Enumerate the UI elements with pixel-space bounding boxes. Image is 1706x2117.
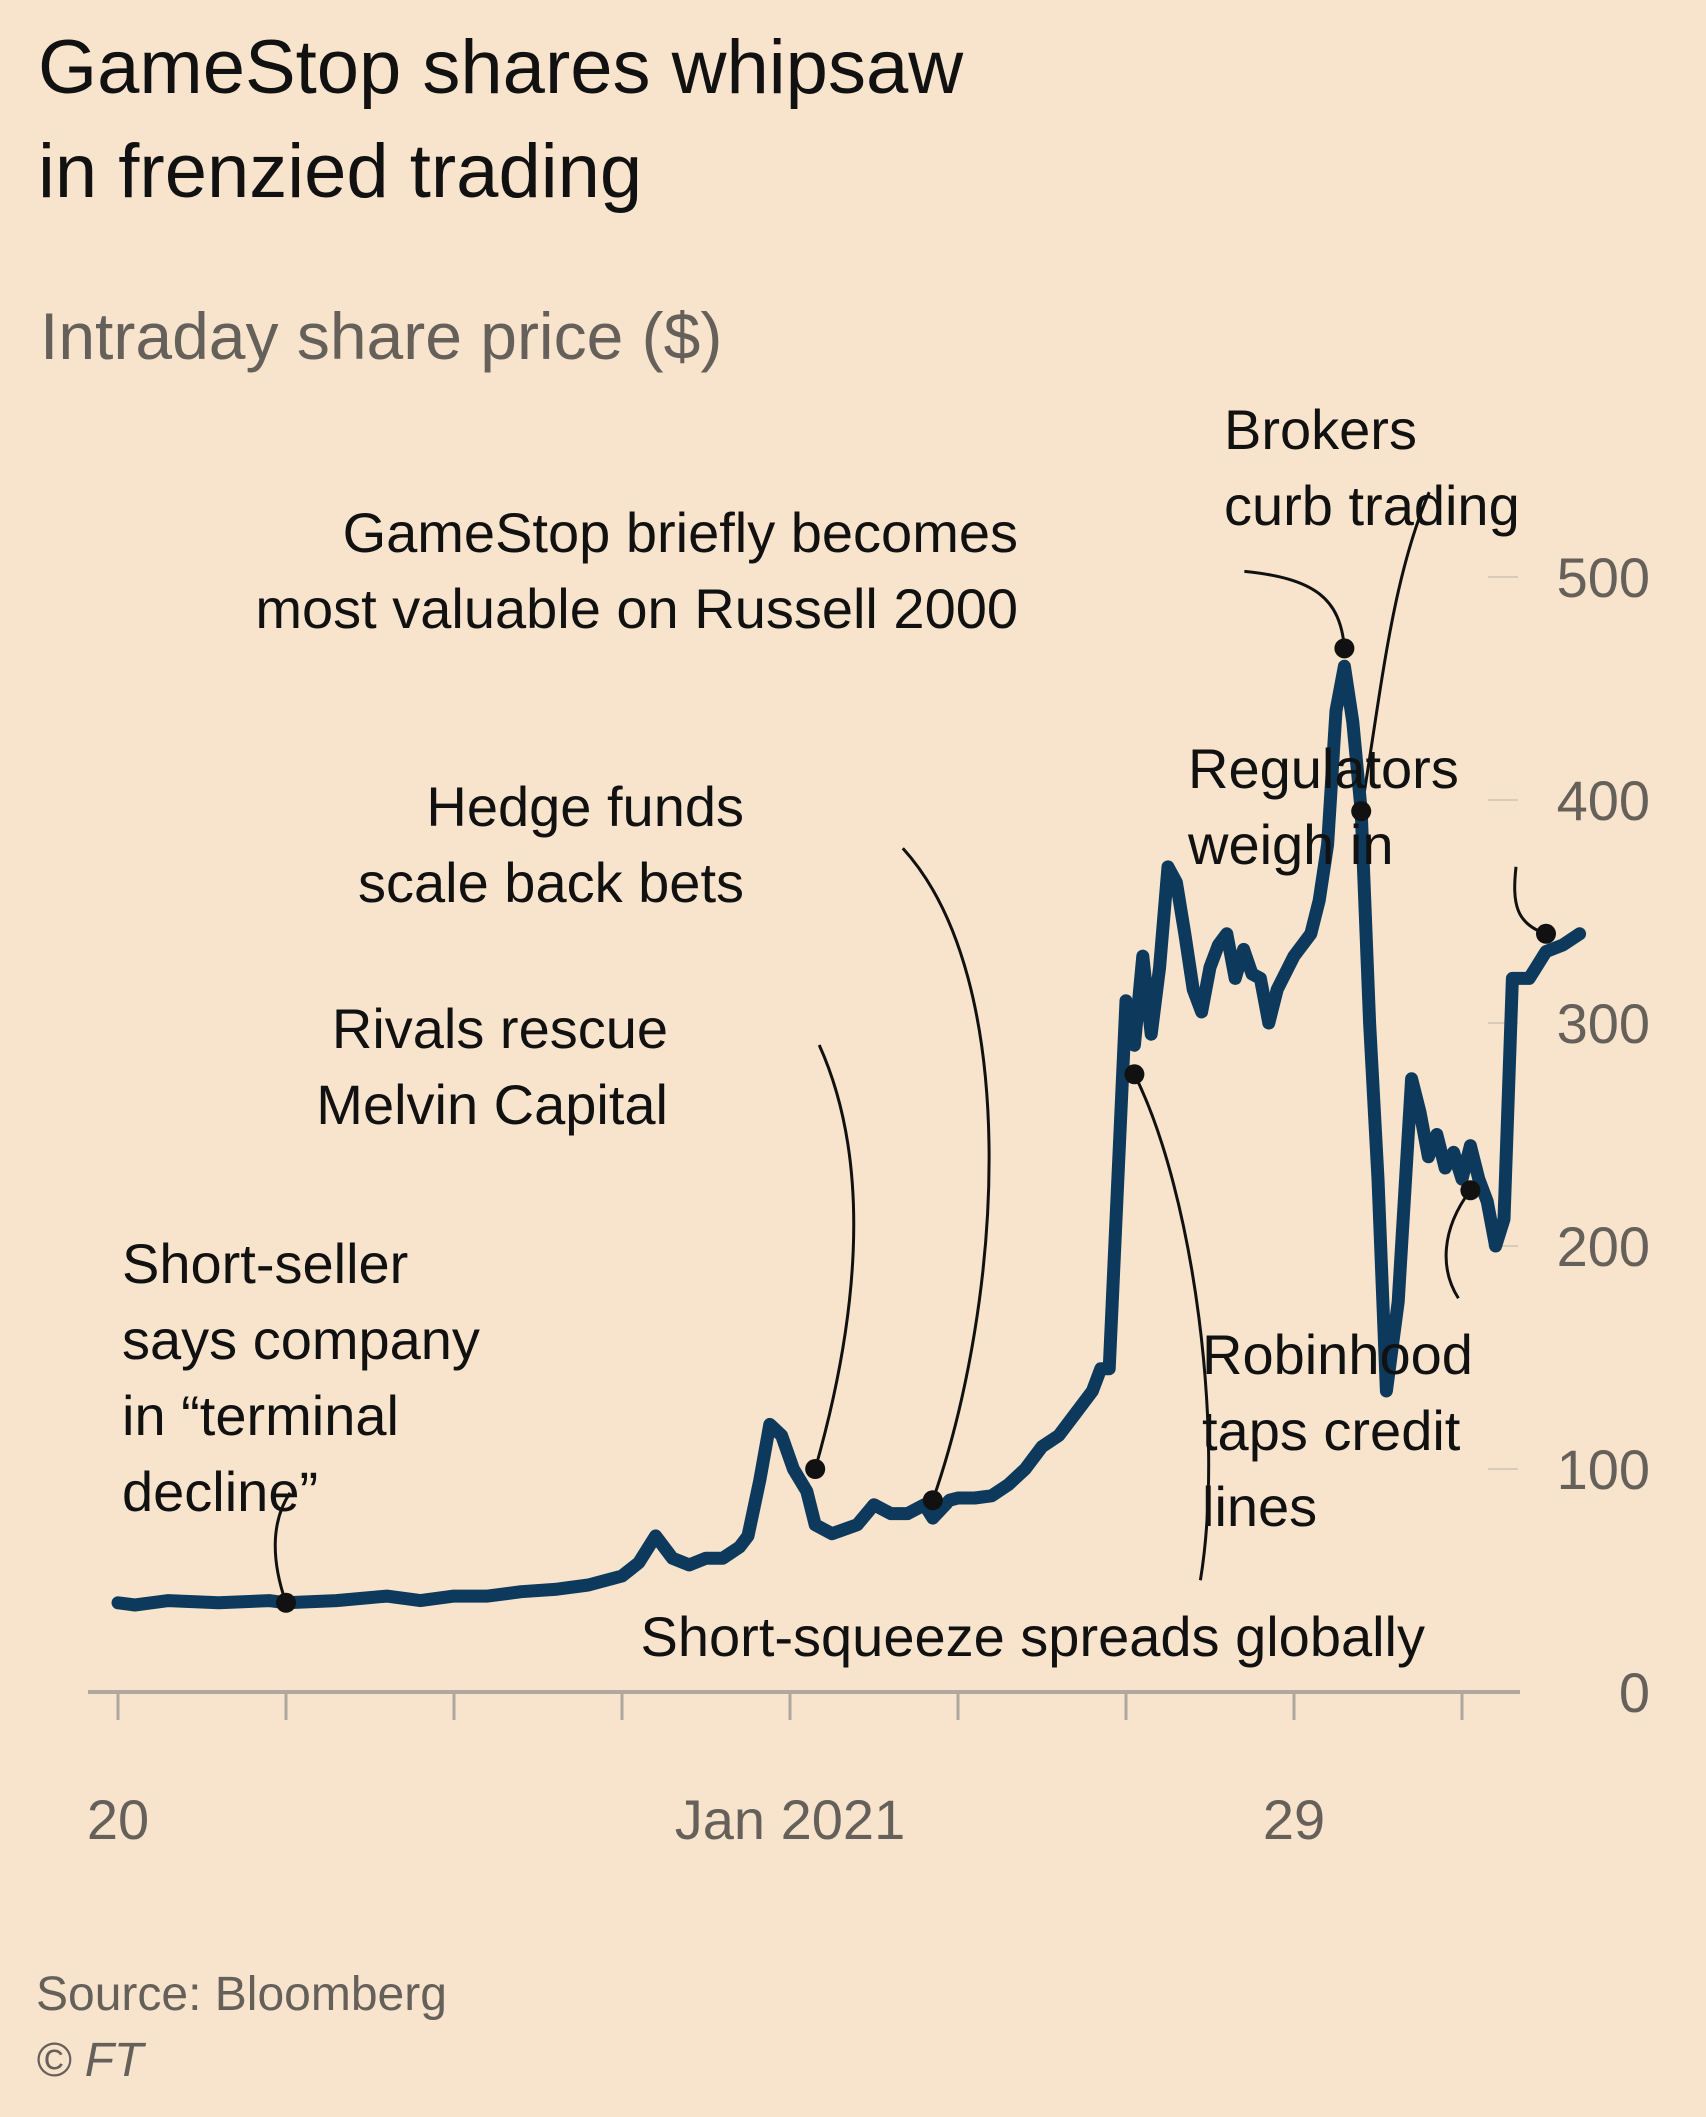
annotation-label-7: Robinhood taps credit lines [1202,1323,1473,1538]
y-tick-label-400: 400 [1557,769,1650,832]
annotation-leaders [273,491,1547,1604]
annotation-line: curb trading [1224,474,1520,537]
x-axis: 20 Jan 2021 29 [87,1690,1520,1851]
annotation-label-6: Regulators weigh in [1187,737,1459,876]
annotation-line: Hedge funds [426,775,744,838]
y-axis: 0 100 200 300 400 500 [1488,546,1650,1724]
line-chart: 0 100 200 300 400 500 20 Jan 2021 29 Short-sell… [87,398,1650,1851]
annotation-label-4: GameStop briefly becomes most valuable on… [255,501,1018,640]
series-line-price [111,659,1587,1612]
annotation-label-0: Short-seller says company in “terminal decl… [122,1232,480,1523]
annotation-line: Brokers [1224,398,1417,461]
annotation-line: taps credit [1202,1399,1461,1462]
annotation-dot-2 [922,1490,943,1511]
annotation-label-2: Hedge funds scale back bets [358,775,744,914]
y-tick-label-300: 300 [1557,992,1650,1055]
annotation-dot-1 [805,1459,826,1479]
annotation-dot-6 [1536,923,1556,944]
annotation-line: Short-squeeze spreads globally [641,1605,1425,1668]
annotation-line: Robinhood [1202,1323,1473,1386]
annotation-leader-1 [813,1044,856,1470]
y-tick-label-100: 100 [1557,1438,1650,1501]
annotation-leader-0 [273,1491,292,1604]
annotation-leader-6 [1513,866,1547,936]
chart-title: GameStop shares whipsaw in frenzied trad… [38,16,1538,224]
annotation-label-3: Short-squeeze spreads globally [641,1605,1425,1668]
annotation-dot-3 [1124,1064,1145,1085]
y-tick-label-500: 500 [1557,546,1650,609]
annotation-dot-0 [276,1592,296,1613]
annotation-line: Regulators [1188,737,1459,800]
title-line-2: in frenzied trading [38,129,643,214]
annotation-line: Rivals rescue [332,997,668,1060]
y-tick-label-0: 0 [1619,1661,1650,1724]
annotation-line: says company [122,1308,480,1371]
annotation-leader-4 [1244,569,1346,649]
annotation-line: scale back bets [358,851,744,914]
source-note: Source: Bloomberg © FT [36,1962,447,2094]
annotation-line: most valuable on Russell 2000 [255,577,1018,640]
annotation-line: GameStop briefly becomes [343,501,1018,564]
annotation-leader-3 [1133,1073,1211,1581]
x-tick-label-4: Jan 2021 [675,1788,905,1851]
x-tick-label-0: 20 [87,1788,149,1851]
annotation-leader-2 [901,847,991,1501]
x-tick-label-7: 29 [1263,1788,1325,1851]
annotation-line: in “terminal [122,1384,399,1447]
title-line-1: GameStop shares whipsaw [38,25,964,110]
y-tick-label-200: 200 [1557,1215,1650,1278]
annotation-line: weigh in [1187,813,1393,876]
annotation-line: Melvin Capital [316,1073,668,1136]
annotation-dots [276,638,1556,1613]
annotation-label-1: Rivals rescue Melvin Capital [316,997,668,1136]
annotation-label-5: Brokers curb trading [1224,398,1520,537]
source-text: Source: Bloomberg [36,1968,447,2021]
copyright: © FT [36,2034,144,2087]
annotation-line: decline” [122,1460,318,1523]
annotation-dot-7 [1460,1180,1481,1201]
chart-subtitle: Intraday share price ($) [40,299,723,373]
annotation-dot-5 [1351,801,1372,822]
annotation-dot-4 [1334,638,1355,659]
annotation-leader-7 [1444,1189,1472,1300]
annotation-leader-5 [1359,491,1431,812]
annotation-line: lines [1202,1475,1317,1538]
annotation-line: Short-seller [122,1232,408,1295]
annotations: Short-seller says company in “terminal decl… [122,398,1520,1668]
